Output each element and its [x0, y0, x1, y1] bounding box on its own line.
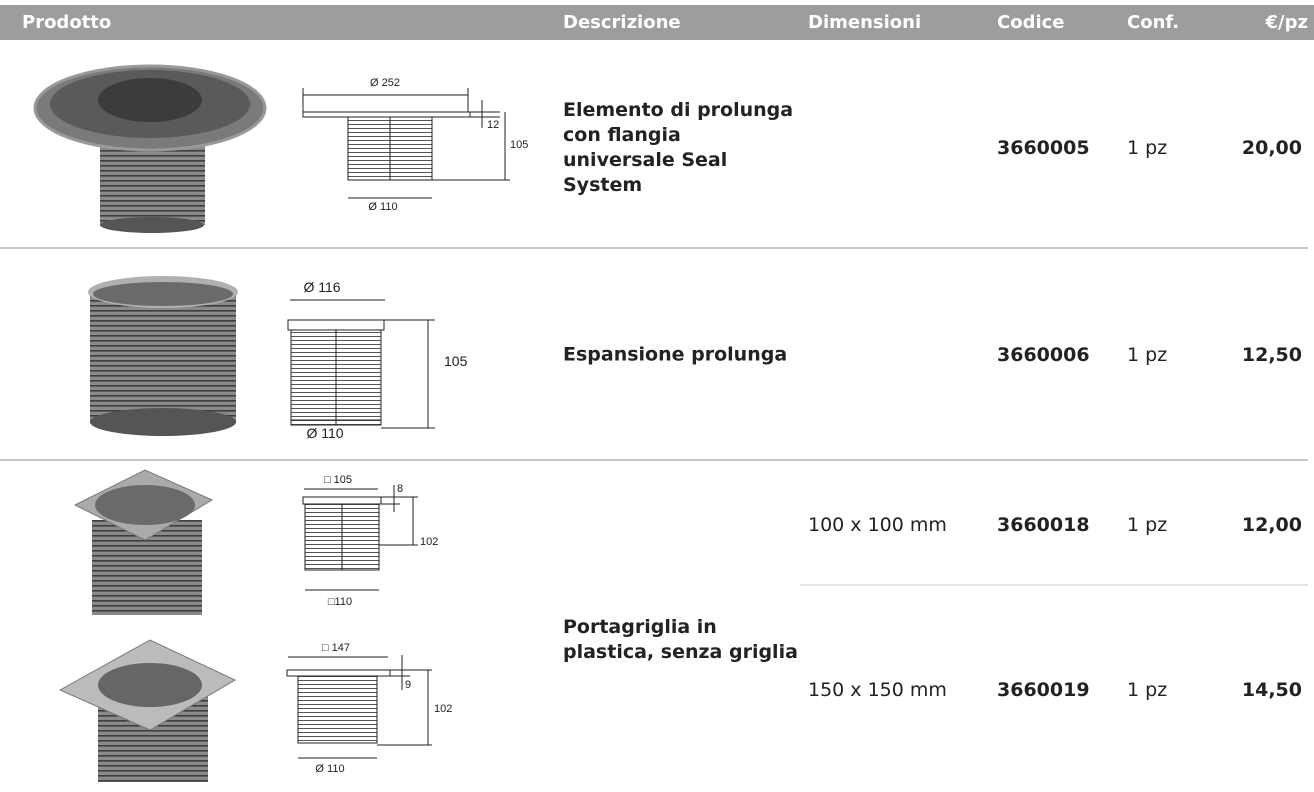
product-photo [88, 276, 238, 436]
drawing-label: 105 [510, 139, 528, 151]
technical-drawing: □ 105 8 102 □110 [302, 474, 438, 608]
pack: 1 pz [1127, 344, 1168, 366]
drawing-label: 12 [487, 119, 499, 131]
description: Espansione prolunga [563, 343, 788, 366]
drawing-label: □ 105 [324, 474, 352, 486]
header-cell: Descrizione [563, 12, 681, 33]
code: 3660018 [997, 514, 1090, 536]
pack: 1 pz [1127, 137, 1168, 159]
drawing-label: Ø 252 [370, 77, 400, 89]
code: 3660005 [997, 137, 1090, 159]
header-cell: Prodotto [22, 12, 112, 33]
code: 3660019 [997, 679, 1090, 701]
drawing-label: □ 147 [322, 642, 350, 654]
dimensions: 100 x 100 mm [808, 514, 947, 536]
header-cell: Dimensioni [808, 12, 922, 33]
price: 12,00 [1241, 514, 1302, 536]
header-cell: Codice [997, 12, 1065, 33]
drawing-label: Ø 110 [368, 201, 397, 213]
description: Elemento di prolunga con flangia univers… [563, 99, 794, 196]
product-photo [33, 64, 267, 233]
technical-drawing: □ 147 9 102 Ø 110 [286, 642, 452, 775]
drawing-label: 9 [405, 679, 411, 691]
price: 12,50 [1241, 344, 1302, 366]
header-cell: Conf. [1127, 12, 1180, 33]
price: 20,00 [1241, 137, 1302, 159]
product-photo [58, 639, 237, 782]
drawing-label: Ø 110 [315, 763, 344, 775]
description: Portagriglia in plastica, senza griglia [563, 616, 798, 663]
drawing-label: 8 [397, 483, 403, 495]
technical-drawing: Ø 116 105 Ø 110 [287, 279, 468, 441]
pack: 1 pz [1127, 514, 1168, 536]
drawing-label: 102 [434, 703, 452, 715]
drawing-label: 102 [420, 536, 438, 548]
drawing-label: Ø 110 [306, 425, 343, 441]
product-photo [73, 469, 214, 615]
dimensions: 150 x 150 mm [808, 679, 947, 701]
header-bar [0, 5, 1314, 40]
code: 3660006 [997, 344, 1090, 366]
drawing-label: 105 [444, 353, 468, 369]
drawing-label: Ø 116 [303, 279, 340, 295]
drawing-label: □110 [328, 596, 352, 608]
header-cell: €/pz [1265, 12, 1308, 33]
technical-drawing: Ø 252 12 105 Ø 110 [302, 77, 528, 213]
price: 14,50 [1241, 679, 1302, 701]
pack: 1 pz [1127, 679, 1168, 701]
